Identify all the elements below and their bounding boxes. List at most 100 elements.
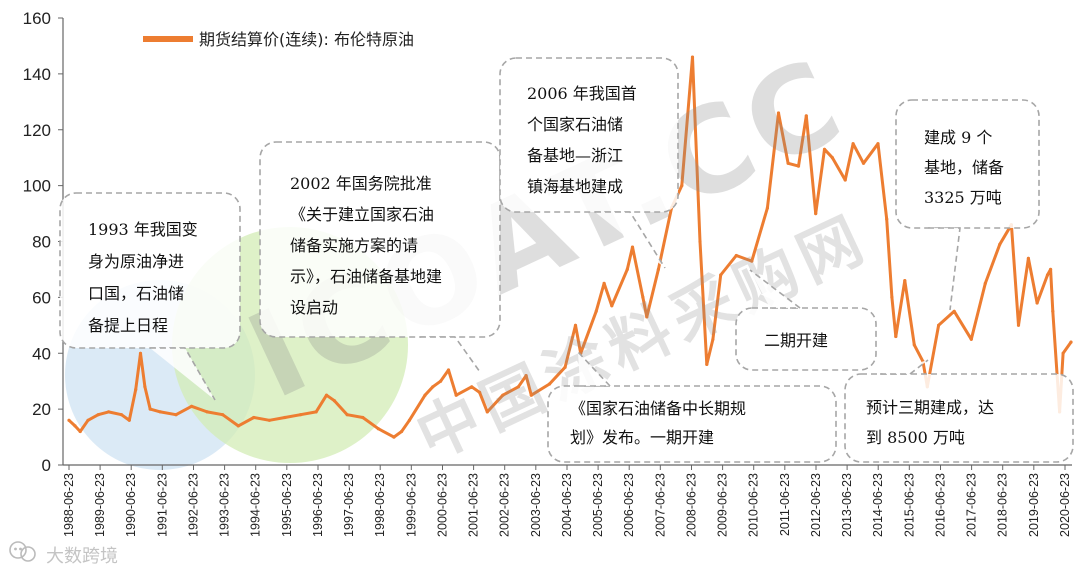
series-point — [786, 161, 790, 165]
y-tick-label: 40 — [32, 344, 51, 363]
callout-pointer — [928, 227, 961, 311]
series-point — [822, 147, 827, 151]
series-point — [861, 161, 866, 165]
series-point — [86, 418, 90, 422]
callout-text-line: 镇海基地建成 — [527, 177, 623, 196]
x-tick-label: 1999-06-23 — [404, 473, 418, 537]
callout-text-line: 二期开建 — [764, 331, 828, 350]
series-point — [252, 415, 256, 420]
callout-text-line: 口国，石油储 — [88, 284, 184, 303]
series-point — [814, 212, 818, 216]
series-point — [705, 362, 709, 366]
callout-text-line: 个国家石油储 — [527, 115, 623, 134]
x-tick-label: 1991-06-23 — [155, 473, 169, 537]
callout-text-line: 2002 年国务院批准 — [290, 174, 432, 193]
series-point — [446, 368, 451, 372]
series-point — [119, 413, 124, 417]
y-tick-label: 100 — [23, 177, 51, 196]
series-point — [843, 178, 847, 182]
series-point — [912, 343, 916, 347]
callout-pointer — [880, 359, 929, 375]
series-point — [127, 418, 131, 422]
x-tick-label: 2005-06-23 — [591, 473, 605, 537]
series-point — [680, 184, 684, 188]
series-point — [1049, 267, 1053, 271]
series-point — [221, 413, 225, 417]
callout-pointer — [595, 211, 666, 269]
callout-pointer — [749, 269, 803, 309]
x-tick-label: 2008-06-23 — [685, 473, 699, 537]
series-point — [283, 415, 287, 420]
x-tick-label: 2003-06-23 — [529, 473, 543, 537]
y-tick-label: 20 — [32, 400, 51, 419]
wechat-logo-icon — [9, 541, 36, 562]
annotation-callout: 预计三期建成，达到 8500 万吨 — [844, 359, 1074, 463]
x-tick-label: 2009-06-23 — [716, 473, 730, 537]
series-point — [711, 337, 715, 341]
axes: 0 20 40 60 80 100 120 140 160 1988-06-23 1989-06-… — [23, 9, 1072, 537]
series-point — [485, 410, 489, 414]
series-point — [719, 273, 723, 277]
x-tick-label: 1988-06-23 — [62, 473, 76, 537]
x-tick-label: 2015-06-23 — [902, 473, 916, 537]
series-point — [143, 385, 147, 389]
series-point — [431, 385, 435, 389]
series-point — [765, 206, 770, 210]
series-point — [894, 334, 898, 339]
y-tick-label: 60 — [32, 288, 51, 307]
series-point — [478, 390, 482, 394]
series-point — [885, 217, 889, 221]
series-point — [734, 253, 738, 258]
callout-text-line: 3325 万吨 — [924, 188, 1002, 207]
footer-watermark-text: 大数跨境 — [46, 546, 118, 567]
callout-box — [735, 307, 877, 371]
y-tick-label: 160 — [23, 9, 51, 28]
y-axis-ticks: 0 20 40 60 80 100 120 140 160 — [23, 9, 63, 475]
series-point — [645, 315, 649, 319]
x-tick-label: 1993-06-23 — [218, 473, 232, 537]
callout-text-line: 预计三期建成，达 — [866, 398, 994, 417]
series-point — [314, 410, 318, 414]
callout-pointer — [577, 351, 612, 387]
series-point — [529, 393, 533, 397]
series-point — [630, 245, 635, 249]
x-tick-label: 2001-06-23 — [467, 473, 481, 537]
annotation-callout: 建成 9 个基地，储备 3325 万吨 — [895, 99, 1040, 311]
series-point — [1035, 301, 1039, 305]
callout-text-line: 《国家石油储备中长期规 — [570, 399, 746, 418]
x-tick-label: 1997-06-23 — [342, 473, 356, 537]
footer-watermark: 大数跨境 — [9, 541, 118, 567]
x-tick-label: 1990-06-23 — [124, 473, 138, 537]
callout-text-line: 建成 9 个 — [924, 128, 992, 147]
callout-box — [259, 141, 501, 338]
callout-box — [844, 373, 1074, 463]
annotation-callout: 2002 年国务院批准《关于建立国家石油储备实施方案的请示》，石油储备基地建设启… — [259, 141, 501, 373]
x-tick-label: 1995-06-23 — [280, 473, 294, 537]
series-point — [158, 410, 162, 414]
series-point — [1016, 323, 1021, 327]
series-point — [625, 267, 629, 271]
callout-text-line: 设启动 — [290, 298, 338, 317]
y-tick-label: 120 — [23, 121, 51, 140]
series-point — [594, 309, 598, 313]
annotation-callout: 二期开建 — [735, 269, 877, 371]
x-tick-label: 2006-06-23 — [622, 473, 636, 537]
y-tick-label: 0 — [42, 456, 51, 475]
series-point — [998, 242, 1002, 246]
series-point — [602, 281, 606, 285]
callout-pointer — [150, 347, 216, 401]
series-line-brent — [67, 55, 1073, 439]
series-point — [361, 415, 365, 420]
series-point — [1026, 256, 1030, 260]
series-point — [345, 413, 349, 417]
callout-text-line: 到 8500 万吨 — [866, 428, 965, 447]
series-point — [298, 413, 303, 417]
series-point — [890, 295, 894, 299]
series-point — [524, 374, 528, 378]
series-point — [392, 435, 396, 439]
series-point — [937, 323, 941, 327]
series-point — [501, 393, 505, 397]
